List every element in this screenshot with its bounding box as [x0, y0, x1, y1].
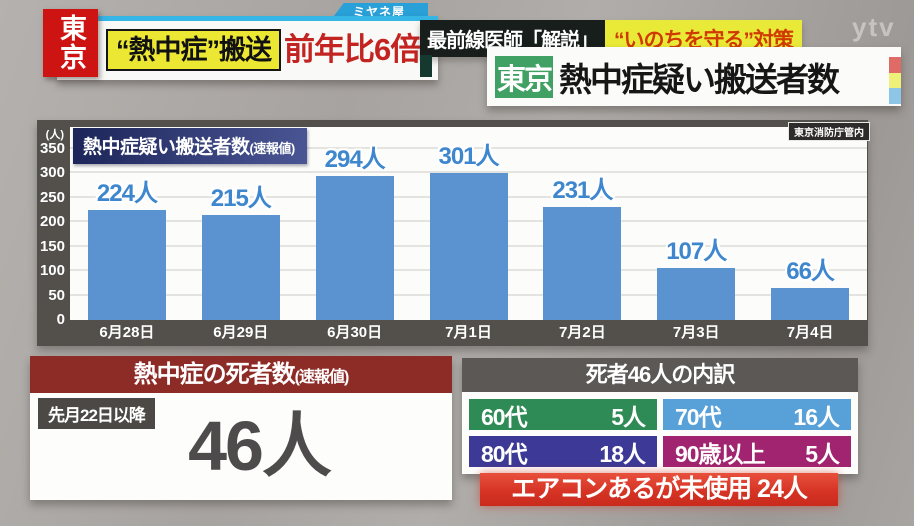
aircon-unused-banner: エアコンあるが未使用 24人 — [480, 473, 838, 506]
bar-column: 66人 — [753, 127, 867, 320]
y-axis-tick-label: 150 — [39, 237, 65, 255]
deaths-count: 46人 — [188, 407, 332, 485]
title-region-chip: 東京 — [495, 55, 553, 98]
headline-comparison: 前年比6倍 — [284, 32, 421, 67]
gridline — [70, 171, 867, 173]
y-axis-tick-label: 0 — [56, 311, 65, 328]
bar-column: 107人 — [639, 127, 753, 320]
bar-value-label: 231人 — [552, 176, 613, 204]
gridline — [70, 146, 867, 149]
bar — [87, 210, 166, 320]
breakdown-chip-label: 90歳以上 — [675, 440, 766, 467]
x-axis-tick-label: 7月4日 — [786, 324, 834, 341]
decorative-corner-block — [420, 55, 432, 77]
chart-title-suffix: (速報値) — [249, 141, 296, 156]
bar — [543, 206, 622, 320]
bar-value-label: 294人 — [324, 145, 386, 173]
x-axis-tick-label: 6月30日 — [327, 324, 383, 341]
breakdown-chip-value: 5人 — [805, 440, 840, 467]
deaths-header-suffix: (速報値) — [294, 369, 350, 386]
edge-strip-blue — [889, 88, 901, 105]
breakdown-chip-value: 18人 — [599, 440, 646, 467]
chart-bars: 224人 215人 294人 301人 231人 107人 66人 — [70, 127, 867, 320]
y-axis-tick-label: 100 — [39, 262, 65, 279]
bar-column: 294人 — [298, 127, 412, 320]
headline-topic: “熱中症”搬送 — [106, 29, 281, 71]
bar — [771, 287, 850, 320]
breakdown-chip-label: 80代 — [481, 440, 528, 467]
y-axis-unit-label: (人) — [45, 129, 64, 141]
breakdown-chip-value: 16人 — [793, 403, 840, 430]
breakdown-chip: 70代 16人 — [663, 399, 851, 430]
breakdown-chip: 90歳以上 5人 — [663, 436, 851, 467]
chart-y-axis: (人) 0 50 100 150 200 250 300 350 — [37, 127, 68, 328]
y-axis-tick-label: 350 — [39, 139, 65, 157]
title-edge-color-strip — [889, 57, 901, 105]
breakdown-chip: 80代 18人 — [469, 436, 657, 467]
deaths-period-tag: 先月22日以降 — [38, 398, 155, 429]
bar — [657, 267, 736, 320]
chart-title-text: 熱中症疑い搬送者数 — [83, 137, 250, 158]
bar-column: 215人 — [184, 127, 298, 320]
bar-value-label: 107人 — [666, 237, 727, 265]
deaths-header-text: 熱中症の死者数 — [133, 361, 296, 388]
y-axis-tick-label: 200 — [39, 213, 65, 230]
bar-column: 231人 — [525, 127, 639, 320]
x-axis-tick-label: 7月1日 — [445, 324, 492, 341]
breakdown-chip-value: 5人 — [611, 403, 646, 430]
chart-source-label: 東京消防庁管内 — [788, 122, 870, 141]
deaths-panel: 熱中症の死者数(速報値) 先月22日以降 46人 — [30, 356, 452, 500]
breakdown-panel-header: 死者46人の内訳 — [462, 358, 858, 392]
chart-plot-area: 224人 215人 294人 301人 231人 107人 66人 — [70, 127, 867, 320]
breakdown-chip: 60代 5人 — [469, 399, 657, 430]
x-axis-tick-label: 7月3日 — [672, 324, 720, 341]
chart-x-axis: 6月28日 6月29日 6月30日 7月1日 7月2日 7月3日 7月4日 — [70, 320, 867, 346]
banner-top-stripe — [57, 16, 438, 21]
page-title: 熱中症疑い搬送者数 — [559, 60, 840, 98]
y-axis-tick-label: 50 — [48, 286, 65, 304]
bar-value-label: 215人 — [210, 184, 272, 212]
y-axis-tick-label: 250 — [39, 188, 65, 206]
breakdown-panel: 死者46人の内訳 60代 5人 70代 16人 80代 18人 90歳以上 5人 — [462, 358, 858, 474]
bar-value-label: 66人 — [786, 257, 835, 285]
deaths-panel-body: 先月22日以降 46人 — [30, 393, 452, 500]
region-badge-label: 東京 — [56, 14, 86, 72]
chart-panel: (人) 0 50 100 150 200 250 300 350 224人 215人 294人 30… — [37, 120, 870, 346]
main-title-box: 東京 熱中症疑い搬送者数 — [487, 47, 901, 106]
x-axis-tick-label: 6月28日 — [99, 324, 155, 341]
station-watermark-logo: ytv — [852, 12, 896, 42]
x-axis-tick-label: 7月2日 — [559, 324, 606, 341]
edge-strip-red — [889, 57, 901, 73]
breakdown-grid: 60代 5人 70代 16人 80代 18人 90歳以上 5人 — [462, 392, 858, 474]
bar — [429, 172, 508, 320]
bar — [315, 175, 394, 320]
region-badge-tokyo: 東京 — [43, 9, 98, 77]
breakdown-chip-label: 70代 — [675, 403, 722, 430]
chart-title: 熱中症疑い搬送者数(速報値) — [73, 128, 307, 164]
edge-strip-yellow — [889, 72, 901, 89]
subheader-measures-label: “いのちを守る”対策 — [614, 28, 794, 52]
bar-value-label: 301人 — [438, 142, 499, 170]
bar-column: 301人 — [412, 127, 526, 320]
bar-value-label: 224人 — [96, 180, 158, 208]
deaths-panel-header: 熱中症の死者数(速報値) — [30, 356, 452, 393]
breakdown-chip-label: 60代 — [481, 403, 528, 430]
x-axis-tick-label: 6月29日 — [213, 324, 269, 341]
bar — [201, 214, 280, 320]
bar-column: 224人 — [70, 127, 184, 320]
y-axis-tick-label: 300 — [39, 164, 65, 181]
